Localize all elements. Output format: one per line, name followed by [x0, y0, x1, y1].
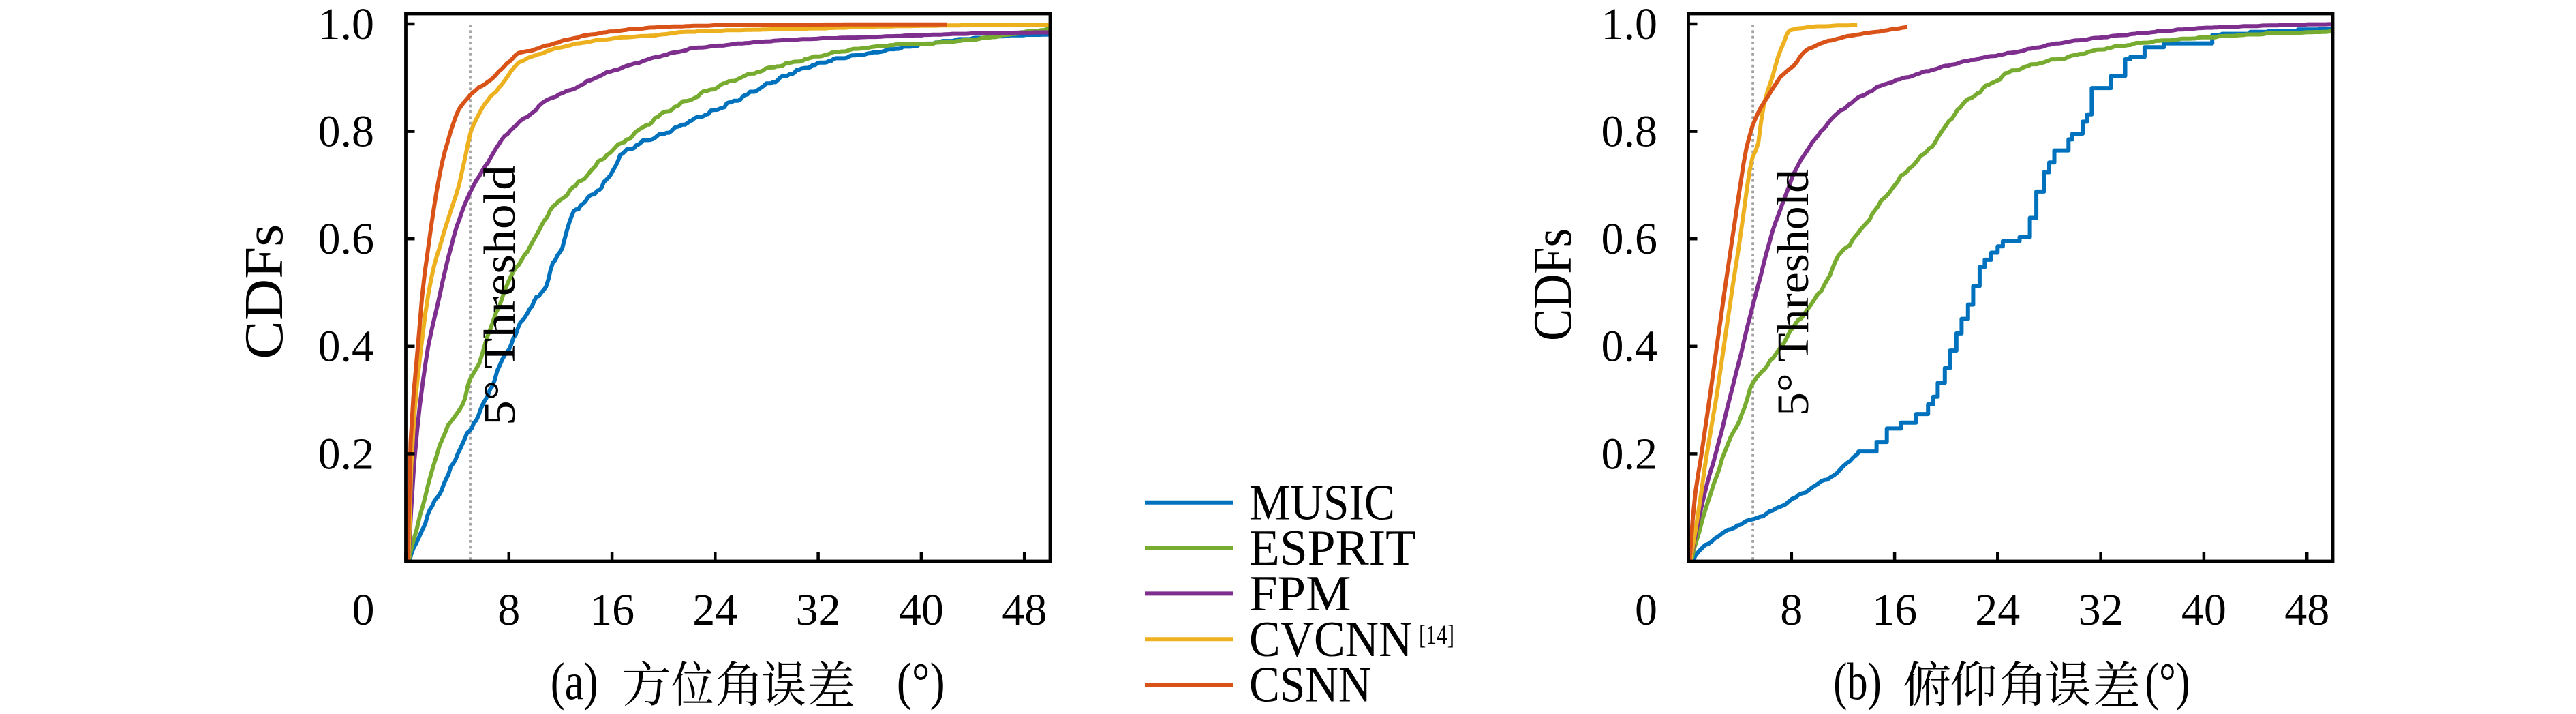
svg-text:48: 48 — [2284, 585, 2329, 635]
svg-text:0.8: 0.8 — [318, 107, 375, 157]
svg-text:0: 0 — [352, 585, 375, 635]
svg-text:1.0: 1.0 — [318, 0, 375, 49]
svg-text:0.8: 0.8 — [1601, 107, 1658, 157]
svg-text:16: 16 — [1872, 585, 1917, 635]
svg-text:32: 32 — [796, 585, 841, 635]
svg-text:24: 24 — [1975, 585, 2020, 635]
svg-text:0.2: 0.2 — [1601, 429, 1658, 479]
svg-text:40: 40 — [2181, 585, 2226, 635]
svg-text:32: 32 — [2079, 585, 2123, 635]
svg-text:CDFs: CDFs — [1523, 228, 1583, 341]
svg-text:CVCNN: CVCNN — [1249, 612, 1413, 668]
svg-text:0.4: 0.4 — [318, 322, 375, 372]
svg-text:FPM: FPM — [1249, 566, 1351, 622]
svg-text:5° Threshold: 5° Threshold — [475, 165, 525, 426]
svg-text:CSNN: CSNN — [1249, 657, 1372, 711]
svg-text:(a): (a) — [551, 652, 598, 711]
svg-text:40: 40 — [899, 585, 944, 635]
svg-text:0.6: 0.6 — [318, 214, 375, 264]
svg-text:(b): (b) — [1833, 652, 1882, 711]
svg-text:16: 16 — [589, 585, 634, 635]
svg-text:0.6: 0.6 — [1601, 214, 1658, 264]
svg-text:24: 24 — [692, 585, 737, 635]
svg-text:(°): (°) — [2145, 652, 2190, 711]
svg-text:ESPRIT: ESPRIT — [1249, 520, 1416, 576]
svg-text:0: 0 — [1635, 585, 1657, 635]
svg-text:0.4: 0.4 — [1601, 322, 1658, 372]
svg-text:[14]: [14] — [1419, 619, 1454, 650]
svg-text:CDFs: CDFs — [234, 224, 294, 359]
svg-text:48: 48 — [1002, 585, 1047, 635]
svg-text:(°): (°) — [897, 652, 945, 711]
svg-text:1.0: 1.0 — [1601, 0, 1658, 49]
svg-text:MUSIC: MUSIC — [1249, 475, 1395, 531]
svg-text:5° Threshold: 5° Threshold — [1768, 169, 1818, 416]
svg-text:8: 8 — [497, 585, 520, 635]
svg-text:0.2: 0.2 — [318, 429, 375, 479]
svg-text:8: 8 — [1780, 585, 1803, 635]
